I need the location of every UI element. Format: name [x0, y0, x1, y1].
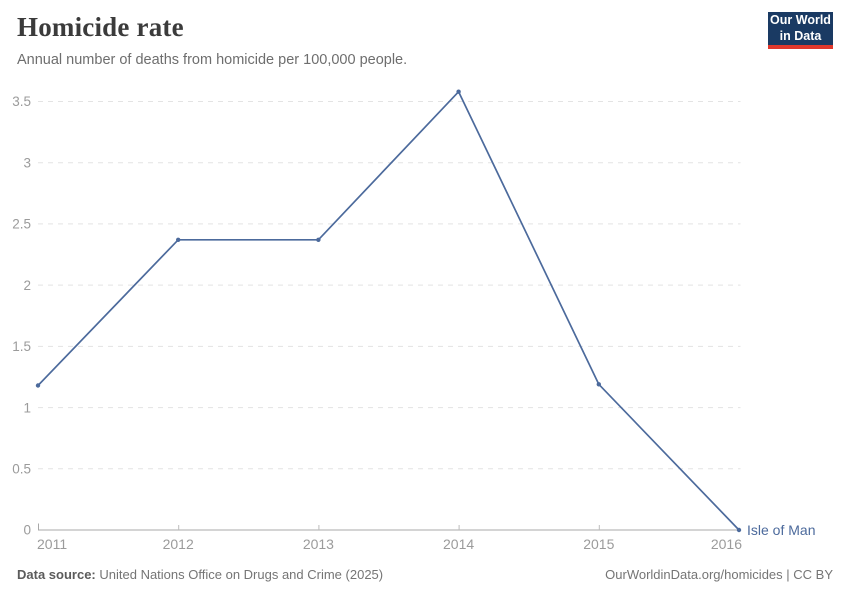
data-source-label: Data source: [17, 567, 96, 582]
x-axis-tick-label: 2011 [37, 536, 67, 552]
x-axis-tick-label: 2015 [583, 536, 614, 552]
x-axis-tick-label: 2016 [711, 536, 742, 552]
data-point-marker[interactable] [316, 237, 321, 242]
data-point-marker[interactable] [176, 237, 181, 242]
y-axis-tick-label: 1 [23, 400, 31, 415]
owid-logo-line1: Our World [770, 12, 831, 27]
y-axis-tick-label: 2 [23, 278, 31, 293]
owid-logo: Our World in Data [768, 12, 833, 49]
owid-logo-line2: in Data [779, 28, 822, 43]
attribution-link[interactable]: OurWorldinData.org/homicides | CC BY [605, 567, 833, 582]
y-axis-tick-label: 0 [23, 523, 31, 538]
y-axis-tick-label: 0.5 [12, 462, 31, 477]
y-axis-tick-label: 3 [23, 155, 31, 170]
series-line[interactable] [37, 90, 740, 531]
data-point-marker[interactable] [35, 383, 41, 388]
data-source: Data source: United Nations Office on Dr… [17, 567, 383, 582]
y-axis-tick-label: 1.5 [12, 339, 31, 354]
x-axis-tick-label: 2014 [443, 536, 474, 552]
x-axis-tick-label: 2013 [303, 536, 334, 552]
y-axis-tick-label: 2.5 [12, 217, 31, 232]
data-source-text: United Nations Office on Drugs and Crime… [99, 567, 384, 582]
data-point-marker[interactable] [456, 89, 461, 94]
chart-subtitle: Annual number of deaths from homicide pe… [17, 52, 408, 68]
y-axis-tick-label: 3.5 [12, 94, 31, 109]
chart-title: Homicide rate [17, 12, 184, 42]
chart-footer: Data source: United Nations Office on Dr… [17, 567, 833, 582]
series-entity-label[interactable]: Isle of Man [747, 522, 815, 538]
data-point-marker[interactable] [596, 382, 601, 387]
data-point-marker[interactable] [736, 527, 742, 533]
x-axis-tick-label: 2012 [163, 536, 194, 552]
